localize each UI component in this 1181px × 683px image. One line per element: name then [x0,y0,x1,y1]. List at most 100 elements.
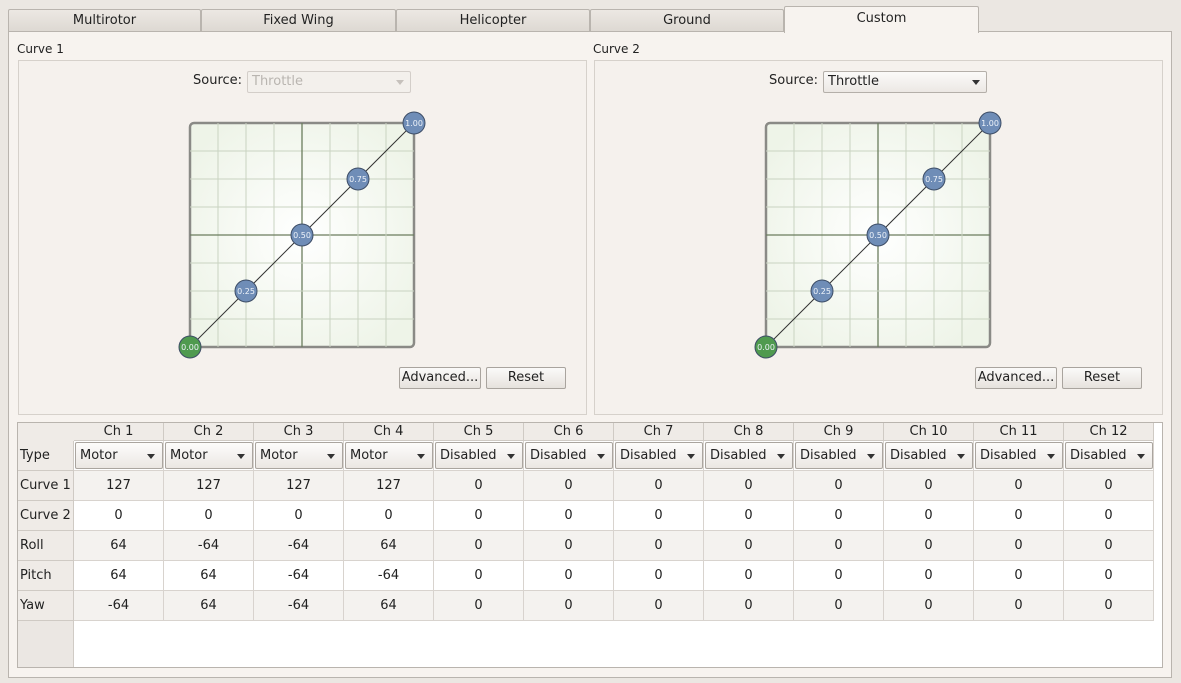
curve-point[interactable]: 0.25 [234,279,258,303]
mixer-cell[interactable]: 0 [884,561,974,591]
mixer-cell[interactable]: 0 [614,501,704,531]
curve-point[interactable]: 0.75 [922,167,946,191]
mixer-cell[interactable]: 0 [794,501,884,531]
mixer-cell[interactable]: 0 [524,591,614,621]
channel-type-select[interactable]: Motor [75,442,163,469]
mixer-cell[interactable]: 0 [434,531,524,561]
mixer-cell[interactable]: 0 [344,501,434,531]
mixer-cell[interactable]: 0 [164,501,254,531]
curve-point[interactable]: 1.00 [402,111,426,135]
mixer-cell[interactable]: 64 [74,531,164,561]
tab-fixed-wing[interactable]: Fixed Wing [201,9,396,32]
curve-point-label: 0.25 [813,287,831,296]
mixer-cell[interactable]: 0 [884,501,974,531]
mixer-cell[interactable]: -64 [254,561,344,591]
mixer-cell[interactable]: 0 [884,471,974,501]
curve1-reset-button[interactable]: Reset [486,367,566,389]
channel-type-select[interactable]: Disabled [525,442,613,469]
curve-point-label: 1.00 [981,119,999,128]
mixer-cell[interactable]: 0 [1064,591,1154,621]
curve-point[interactable]: 0.50 [866,223,890,247]
mixer-cell[interactable]: -64 [74,591,164,621]
mixer-cell[interactable]: 0 [704,531,794,561]
mixer-cell[interactable]: 0 [974,531,1064,561]
channel-type-select[interactable]: Disabled [975,442,1063,469]
mixer-cell[interactable]: 0 [794,561,884,591]
tab-helicopter[interactable]: Helicopter [396,9,590,32]
channel-type-select[interactable]: Disabled [705,442,793,469]
mixer-cell[interactable]: 0 [794,591,884,621]
mixer-cell[interactable]: 0 [884,591,974,621]
mixer-cell[interactable]: 0 [974,471,1064,501]
curve1-graph[interactable]: 0.00 0.25 0.50 0.75 1.00 [175,108,430,363]
mixer-cell[interactable]: 127 [164,471,254,501]
channel-type-select[interactable]: Disabled [435,442,523,469]
chevron-down-icon [957,454,965,459]
mixer-cell[interactable]: 0 [524,531,614,561]
mixer-cell[interactable]: 64 [164,591,254,621]
mixer-cell[interactable]: 0 [704,501,794,531]
curve-point[interactable]: 0.50 [290,223,314,247]
curve-point[interactable]: 0.00 [178,335,202,359]
channel-type-select[interactable]: Disabled [885,442,973,469]
mixer-cell[interactable]: 0 [704,471,794,501]
mixer-cell[interactable]: 0 [1064,501,1154,531]
mixer-cell[interactable]: 0 [614,591,704,621]
mixer-cell[interactable]: 0 [974,591,1064,621]
curve2-graph[interactable]: 0.00 0.25 0.50 0.75 1.00 [751,108,1006,363]
curve-point[interactable]: 0.75 [346,167,370,191]
mixer-cell[interactable]: 0 [794,471,884,501]
channel-type-select[interactable]: Disabled [1065,442,1153,469]
mixer-cell[interactable]: 0 [434,561,524,591]
channel-type-select[interactable]: Motor [165,442,253,469]
mixer-cell[interactable]: 64 [344,591,434,621]
tab-custom[interactable]: Custom [784,6,979,33]
mixer-cell[interactable]: 127 [344,471,434,501]
mixer-cell[interactable]: 0 [524,501,614,531]
mixer-cell[interactable]: 64 [344,531,434,561]
mixer-cell[interactable]: 127 [254,471,344,501]
curve2-reset-button[interactable]: Reset [1062,367,1142,389]
mixer-cell[interactable]: 0 [524,561,614,591]
mixer-cell[interactable]: 0 [614,471,704,501]
mixer-cell[interactable]: 0 [434,591,524,621]
curve-point[interactable]: 0.25 [810,279,834,303]
curve-point[interactable]: 0.00 [754,335,778,359]
mixer-cell[interactable]: 0 [434,471,524,501]
mixer-cell[interactable]: 0 [524,471,614,501]
curve-point-label: 0.25 [237,287,255,296]
curve1-source-select[interactable]: Throttle [247,71,411,93]
mixer-cell[interactable]: 64 [164,561,254,591]
mixer-cell[interactable]: 0 [974,561,1064,591]
curve-point[interactable]: 1.00 [978,111,1002,135]
mixer-cell[interactable]: 0 [254,501,344,531]
mixer-cell[interactable]: 0 [74,501,164,531]
channel-type-select[interactable]: Motor [345,442,433,469]
mixer-cell[interactable]: 0 [974,501,1064,531]
mixer-cell[interactable]: 0 [614,531,704,561]
curve2-advanced-button[interactable]: Advanced... [975,367,1057,389]
mixer-cell[interactable]: 127 [74,471,164,501]
mixer-cell[interactable]: 0 [434,501,524,531]
mixer-cell[interactable]: 0 [884,531,974,561]
mixer-cell[interactable]: 0 [794,531,884,561]
mixer-cell[interactable]: 0 [1064,471,1154,501]
mixer-cell[interactable]: -64 [254,591,344,621]
mixer-cell[interactable]: 0 [614,561,704,591]
channel-type-select[interactable]: Disabled [615,442,703,469]
mixer-cell[interactable]: 64 [74,561,164,591]
mixer-cell[interactable]: -64 [344,561,434,591]
curve2-source-select[interactable]: Throttle [823,71,987,93]
mixer-cell[interactable]: -64 [164,531,254,561]
channel-type-select[interactable]: Disabled [795,442,883,469]
tab-multirotor[interactable]: Multirotor [8,9,201,32]
mixer-cell[interactable]: 0 [704,561,794,591]
mixer-cell[interactable]: -64 [254,531,344,561]
mixer-cell[interactable]: 0 [704,591,794,621]
curve1-advanced-button[interactable]: Advanced... [399,367,481,389]
mixer-cell[interactable]: 0 [1064,561,1154,591]
chevron-down-icon [777,454,785,459]
tab-ground[interactable]: Ground [590,9,784,32]
mixer-cell[interactable]: 0 [1064,531,1154,561]
channel-type-select[interactable]: Motor [255,442,343,469]
